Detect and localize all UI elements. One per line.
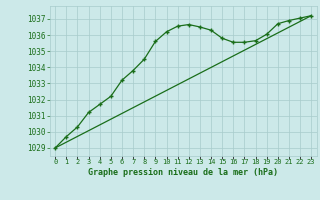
X-axis label: Graphe pression niveau de la mer (hPa): Graphe pression niveau de la mer (hPa) xyxy=(88,168,278,177)
